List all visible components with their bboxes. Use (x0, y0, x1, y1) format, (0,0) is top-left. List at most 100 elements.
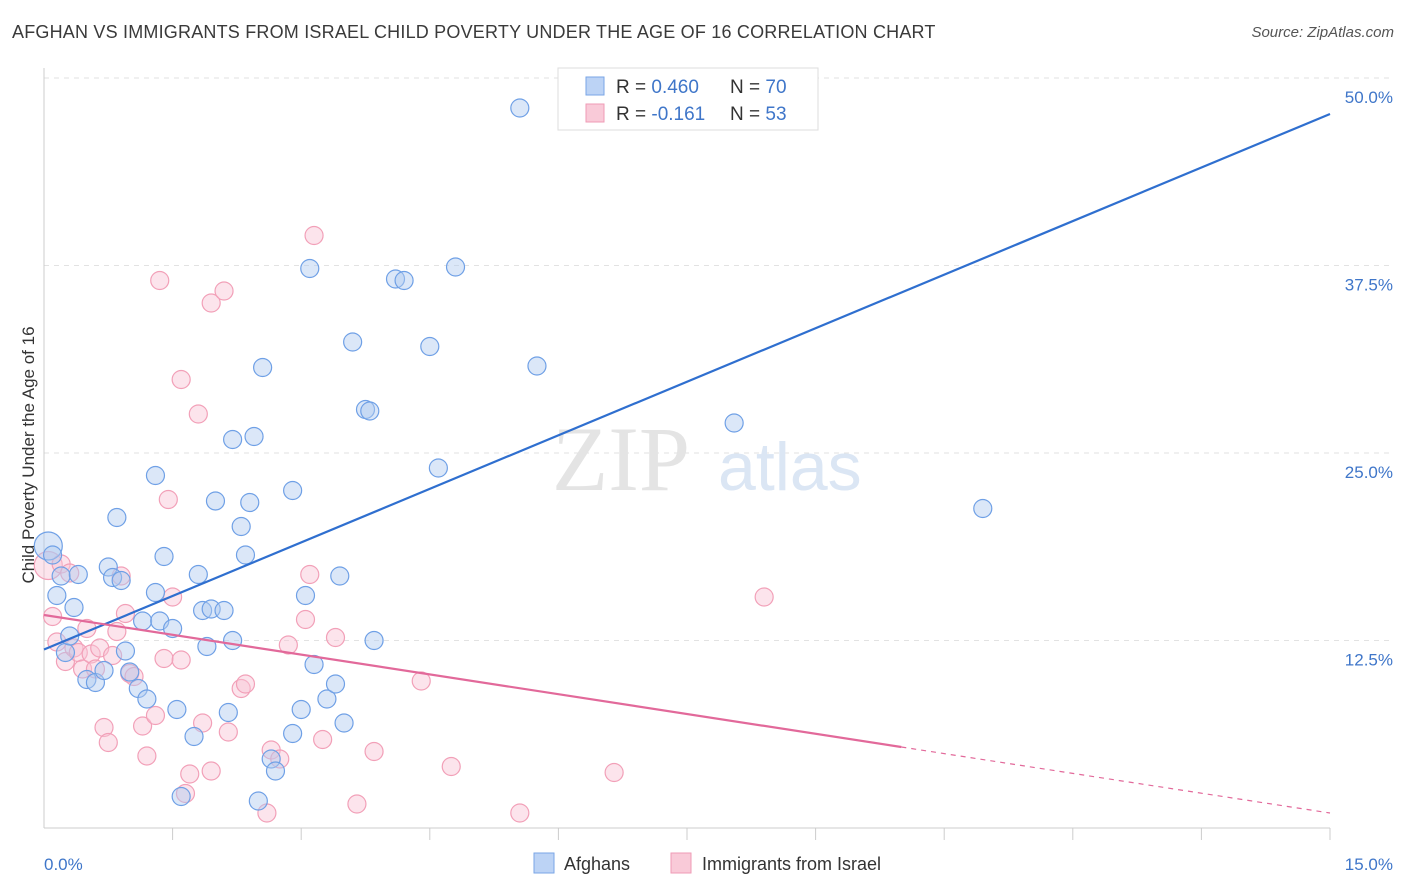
point-afghans (55, 642, 76, 663)
point-afghans (330, 566, 350, 586)
point-israel (150, 270, 170, 291)
y-axis-title: Child Poverty Under the Age of 16 (19, 326, 38, 583)
point-israel (145, 705, 166, 726)
point-afghans (42, 545, 63, 565)
point-afghans (317, 689, 337, 709)
point-afghans (94, 660, 114, 681)
series-israel-points (33, 225, 774, 823)
point-israel (94, 717, 114, 738)
point-afghans (364, 630, 384, 651)
point-afghans (33, 531, 63, 561)
trendline-afghans (43, 112, 1331, 651)
point-israel (347, 794, 367, 814)
trendline-israel-extension (901, 746, 1331, 814)
point-afghans (240, 492, 260, 513)
point-afghans (111, 570, 131, 591)
point-israel (180, 764, 200, 784)
bottom-legend-afghans: Afghans (564, 854, 630, 874)
point-israel (137, 746, 157, 766)
point-afghans (214, 600, 234, 621)
axes (43, 68, 1331, 840)
legend-row-israel-n: N = 53 (730, 104, 787, 125)
legend-swatch-afghans (585, 76, 605, 96)
point-israel (300, 564, 320, 585)
point-israel (188, 404, 208, 424)
point-afghans (724, 413, 744, 433)
point-israel (158, 489, 178, 510)
x-tick-label: 15.0% (1345, 855, 1393, 874)
point-israel (313, 729, 333, 750)
point-afghans (261, 749, 281, 769)
y-tick-label: 12.5% (1345, 651, 1393, 670)
point-afghans (223, 429, 243, 450)
point-afghans (283, 480, 303, 501)
point-afghans (231, 516, 251, 537)
point-israel (364, 741, 384, 762)
point-israel (325, 627, 346, 648)
point-afghans (132, 611, 153, 631)
point-afghans (295, 585, 316, 606)
point-afghans (218, 702, 238, 723)
point-israel (201, 761, 221, 781)
point-israel (201, 293, 221, 313)
watermark: ZIP atlas (552, 408, 862, 510)
point-afghans (223, 630, 243, 651)
x-tick-labels: 0.0% 15.0% (44, 855, 1393, 874)
point-afghans (973, 498, 993, 519)
point-israel (510, 803, 530, 823)
point-afghans (360, 401, 380, 421)
point-afghans (343, 332, 363, 352)
point-afghans (98, 557, 118, 577)
point-israel (214, 281, 234, 301)
point-afghans (154, 546, 174, 567)
point-afghans (205, 491, 226, 511)
point-afghans (197, 636, 217, 657)
point-afghans (51, 566, 71, 586)
point-afghans (145, 465, 166, 486)
point-afghans (244, 426, 264, 447)
point-afghans (167, 699, 187, 720)
point-israel (754, 587, 774, 607)
watermark-atlas: atlas (718, 429, 862, 505)
legend-swatch-israel (585, 103, 605, 123)
point-israel (102, 645, 123, 666)
point-afghans (68, 564, 88, 585)
point-afghans (47, 585, 67, 606)
point-afghans (334, 713, 354, 733)
point-israel (98, 732, 118, 753)
point-afghans (445, 257, 466, 277)
point-israel (604, 762, 624, 783)
point-afghans (248, 791, 268, 811)
point-israel (278, 635, 298, 655)
watermark-zip: ZIP (552, 408, 690, 510)
legend-row-afghans: R = 0.460 (616, 77, 699, 98)
point-afghans (115, 641, 136, 661)
series-afghans-points (33, 98, 993, 811)
bottom-legend-swatch-israel (670, 852, 692, 874)
point-israel (154, 648, 174, 669)
point-afghans (137, 689, 157, 709)
point-afghans (120, 662, 140, 682)
point-israel (441, 756, 461, 777)
point-afghans (283, 723, 303, 744)
point-afghans (300, 258, 320, 279)
point-israel (171, 369, 191, 390)
point-afghans (291, 699, 311, 720)
point-afghans (394, 270, 414, 291)
trendline-israel (43, 613, 902, 749)
point-afghans (527, 356, 547, 376)
point-afghans (428, 458, 448, 478)
point-israel (304, 225, 324, 246)
point-afghans (325, 674, 346, 694)
legend-row-israel: R = -0.161 (616, 104, 705, 125)
point-israel (193, 713, 213, 733)
bottom-legend-israel: Immigrants from Israel (702, 854, 881, 874)
point-afghans (64, 597, 84, 618)
grid-lines (44, 77, 1390, 641)
point-israel (171, 650, 191, 670)
point-afghans (235, 545, 256, 565)
series-legend: Afghans Immigrants from Israel (533, 852, 881, 874)
point-afghans (510, 98, 530, 118)
point-israel (218, 722, 238, 742)
y-tick-label: 37.5% (1345, 276, 1393, 295)
